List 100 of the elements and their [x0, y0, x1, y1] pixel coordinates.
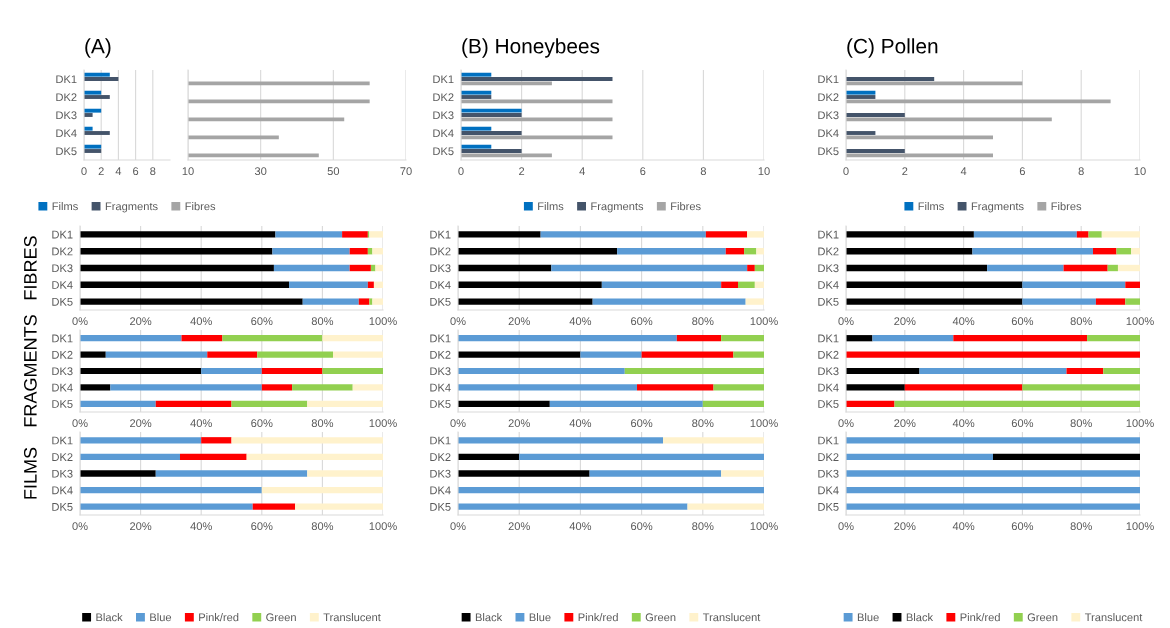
- bar: [846, 335, 873, 342]
- x-tick-label: 4: [579, 167, 585, 175]
- bar: [80, 400, 156, 407]
- x-tick-label: 80%: [692, 522, 714, 531]
- bar: [1107, 264, 1118, 272]
- bar: [872, 335, 954, 342]
- bar: [461, 113, 522, 117]
- bar: [458, 281, 602, 288]
- x-tick-label: 40%: [569, 317, 592, 326]
- x-tick-label: 0%: [450, 522, 466, 531]
- legend-label: Black: [906, 613, 934, 622]
- y-tick-label: DK4: [52, 486, 73, 495]
- bar: [461, 144, 492, 149]
- bar: [747, 264, 755, 272]
- y-axis-title: FILMS: [23, 447, 37, 499]
- bar: [733, 351, 764, 358]
- bar: [1063, 264, 1108, 272]
- x-tick-label: 20%: [894, 317, 916, 326]
- legend-label: Fragments: [971, 202, 1024, 213]
- bar: [80, 486, 262, 494]
- bar: [461, 153, 552, 158]
- bar: [846, 117, 1052, 122]
- bar: [754, 264, 764, 272]
- bar: [737, 281, 755, 288]
- bar: [458, 351, 581, 358]
- x-tick-label: 20%: [894, 522, 916, 531]
- y-tick-label: DK1: [818, 334, 839, 343]
- bar: [846, 231, 974, 238]
- x-tick-label: 100%: [750, 522, 778, 531]
- x-tick-label: 20%: [508, 317, 530, 326]
- y-tick-label: DK1: [818, 75, 839, 84]
- y-tick-label: DK1: [818, 230, 839, 239]
- x-tick-label: 60%: [1011, 317, 1034, 326]
- bar: [1125, 298, 1140, 305]
- x-tick-label: 2: [902, 167, 908, 175]
- bar: [458, 503, 688, 510]
- y-tick-label: DK2: [430, 247, 451, 256]
- x-tick-label: 100%: [750, 317, 778, 326]
- bar: [458, 248, 618, 255]
- x-tick-label: 80%: [1070, 419, 1092, 428]
- x-tick-label: 0%: [838, 317, 854, 326]
- legend-label: Blue: [857, 613, 879, 622]
- bar: [972, 248, 1093, 255]
- bar: [744, 248, 757, 255]
- bar: [987, 264, 1064, 272]
- x-tick-label: 8: [150, 167, 156, 176]
- y-tick-label: DK4: [52, 383, 73, 392]
- y-tick-label: DK3: [52, 367, 73, 376]
- bar: [80, 248, 273, 255]
- legend-label: Films: [52, 202, 78, 211]
- x-tick-label: 6: [133, 167, 139, 176]
- bar: [257, 351, 333, 358]
- x-tick-label: 100%: [369, 522, 397, 531]
- x-tick-label: 60%: [1011, 419, 1034, 428]
- bar: [80, 503, 253, 510]
- bar: [201, 437, 232, 444]
- x-tick-label: 100%: [1126, 419, 1154, 428]
- x-tick-label: 0: [843, 167, 849, 176]
- x-tick-label: 20%: [130, 522, 152, 531]
- x-tick-label: 100%: [1126, 522, 1154, 531]
- x-tick-label: 80%: [1070, 317, 1092, 326]
- bar: [80, 281, 290, 288]
- bar: [84, 131, 110, 135]
- bar: [207, 351, 258, 358]
- bar: [953, 335, 1088, 342]
- bar: [461, 131, 522, 135]
- bar: [1125, 281, 1140, 288]
- bar: [80, 384, 111, 391]
- y-tick-label: DK1: [430, 230, 451, 239]
- x-tick-label: 20%: [508, 419, 530, 428]
- x-tick-label: 40%: [190, 522, 212, 531]
- bar: [461, 126, 492, 131]
- bar: [458, 470, 590, 477]
- y-tick-label: DK3: [818, 367, 839, 376]
- y-tick-label: DK1: [818, 436, 839, 445]
- bar: [973, 231, 1077, 238]
- x-tick-label: 0%: [72, 419, 88, 428]
- bar: [261, 367, 323, 375]
- bar: [519, 453, 764, 461]
- x-tick-label: 20%: [508, 522, 530, 531]
- x-tick-label: 60%: [251, 317, 273, 326]
- y-tick-label: DK1: [52, 436, 73, 445]
- bar: [1022, 298, 1096, 305]
- bar: [846, 99, 1111, 104]
- y-tick-label: DK4: [430, 281, 451, 289]
- bar: [84, 108, 102, 113]
- bar: [155, 470, 308, 477]
- x-tick-label: 2: [98, 167, 104, 175]
- y-axis-title: FIBRES: [23, 236, 37, 300]
- x-tick-label: 80%: [311, 317, 334, 326]
- bar: [461, 81, 552, 86]
- bar: [676, 335, 722, 342]
- y-tick-label: DK3: [430, 469, 451, 478]
- bar: [461, 117, 613, 122]
- bar: [549, 400, 703, 407]
- bar: [1066, 367, 1104, 375]
- bar: [601, 281, 722, 288]
- bar: [846, 281, 1023, 288]
- x-tick-label: 60%: [631, 317, 653, 326]
- y-tick-label: DK3: [430, 367, 451, 376]
